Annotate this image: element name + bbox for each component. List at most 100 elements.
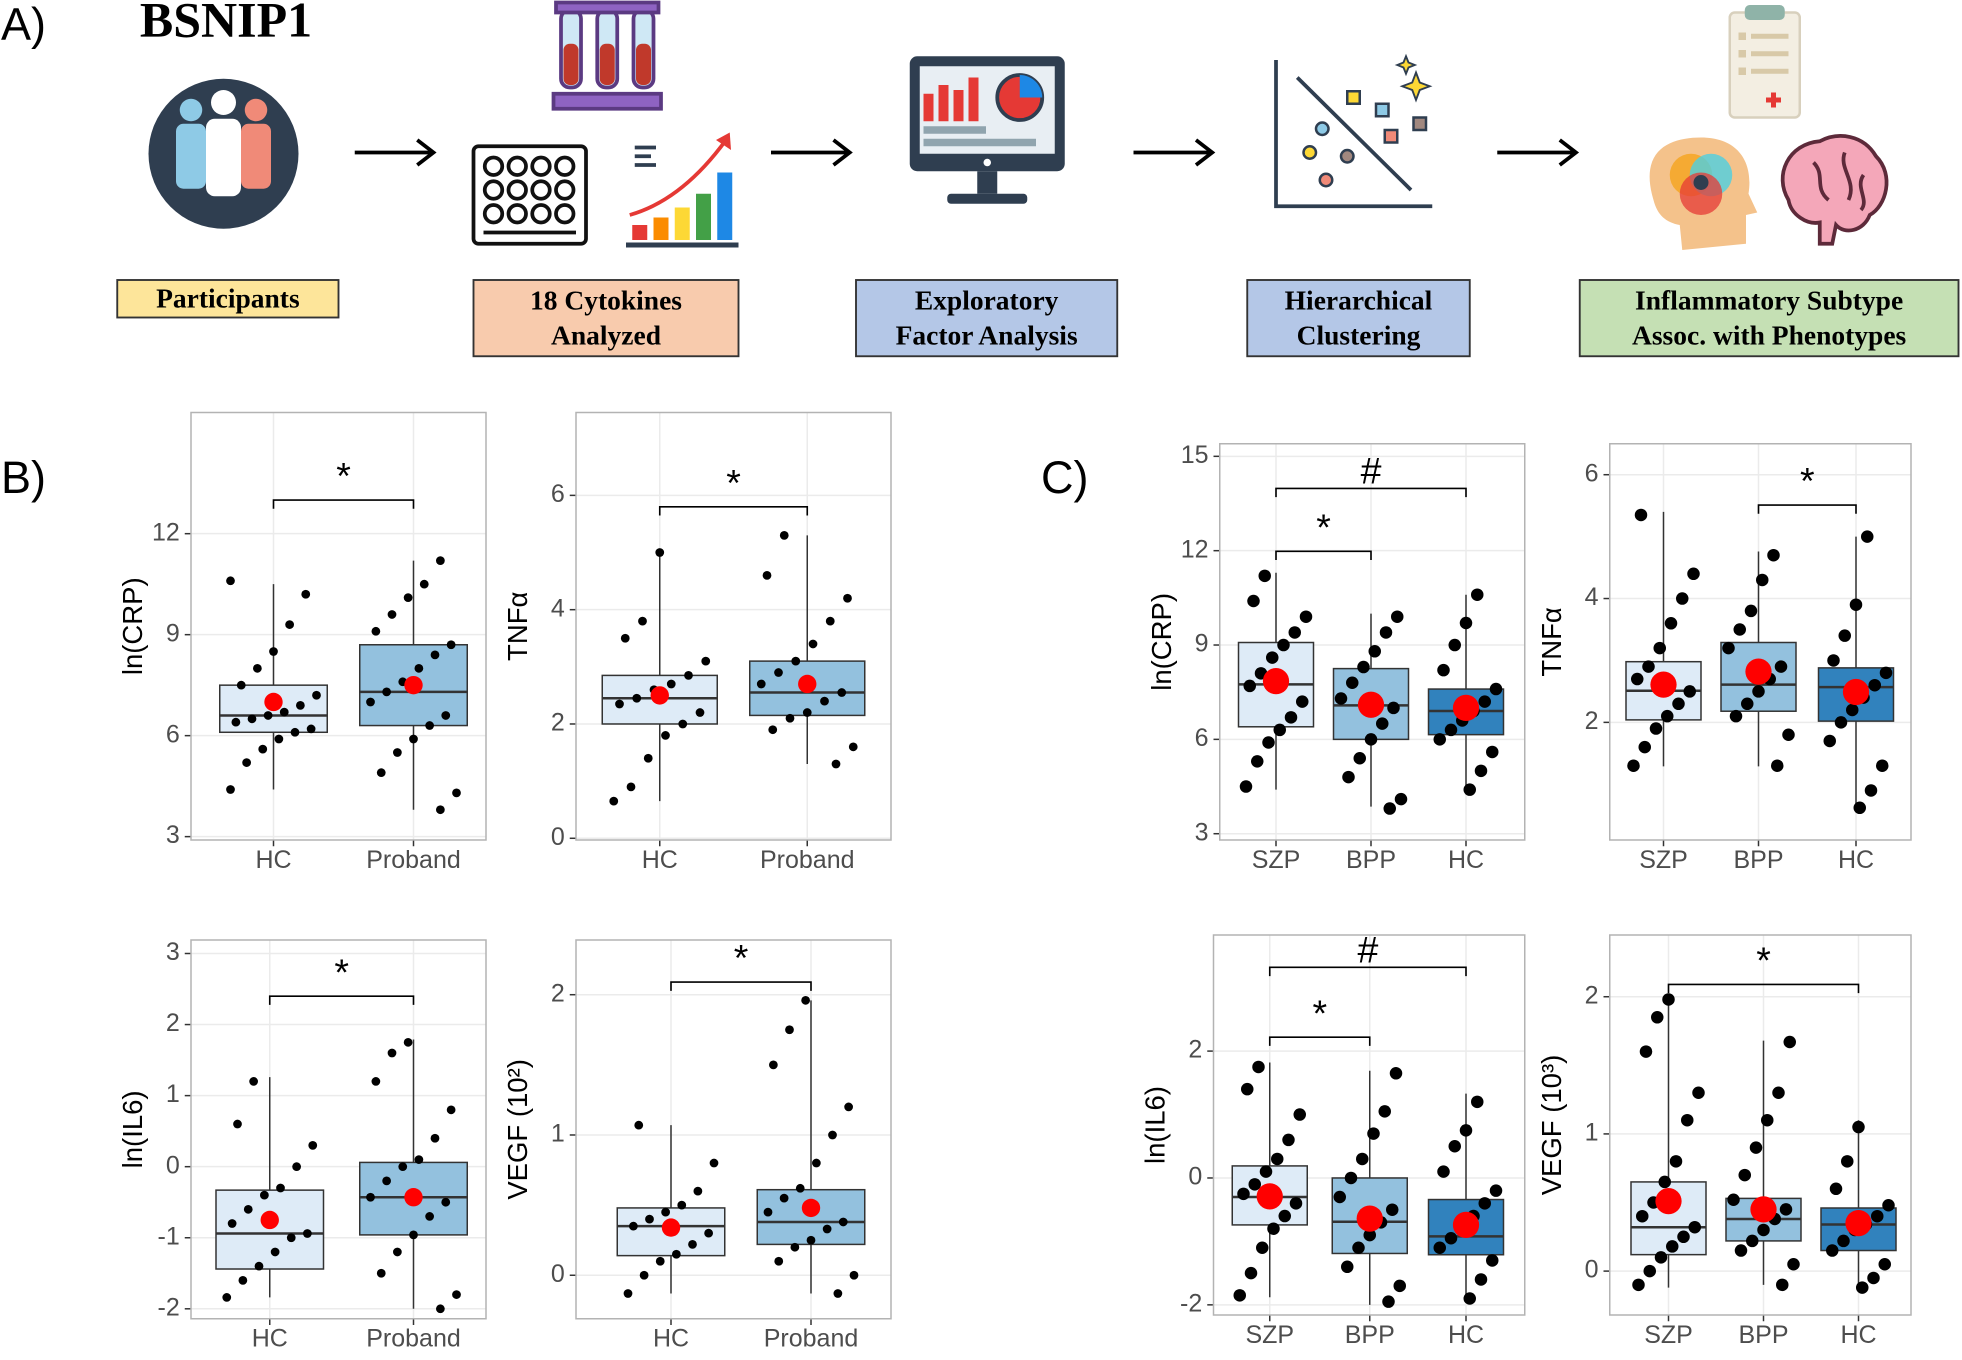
- x-tick-label: HC: [1838, 846, 1874, 874]
- data-point: [1841, 1155, 1854, 1168]
- plate-icon: [471, 144, 588, 246]
- data-point: [376, 768, 386, 778]
- data-point: [1642, 660, 1655, 673]
- mean-point: [1452, 694, 1480, 722]
- data-point: [1853, 801, 1866, 815]
- data-point: [1296, 695, 1309, 708]
- box-plot-panel: -2 -1 0 1 2 3 HC Proband ln(IL6) *: [117, 938, 487, 1353]
- mean-point: [650, 686, 669, 705]
- data-point: [238, 1276, 248, 1285]
- scatter-icon: [1274, 53, 1433, 209]
- data-point: [236, 680, 246, 690]
- data-point: [1864, 784, 1878, 797]
- data-point: [243, 1204, 253, 1214]
- y-tick-label: 2: [1585, 707, 1599, 735]
- workflow-title: BSNIP1: [140, 0, 312, 47]
- data-point: [301, 589, 311, 599]
- y-tick-label: -2: [158, 1293, 180, 1321]
- data-point: [382, 1176, 391, 1186]
- data-point: [1669, 1155, 1683, 1168]
- y-tick-label: 2: [1585, 981, 1599, 1009]
- participants-icon: [148, 78, 299, 229]
- data-point: [1838, 629, 1851, 642]
- data-point: [1776, 1278, 1789, 1292]
- data-point: [1262, 736, 1275, 749]
- data-point: [1486, 1254, 1499, 1267]
- mean-point: [661, 1218, 681, 1237]
- data-point: [677, 1200, 687, 1210]
- data-point: [308, 1140, 318, 1150]
- significance-label: *: [726, 461, 741, 503]
- data-point: [672, 1249, 681, 1259]
- data-point: [1463, 783, 1476, 796]
- data-point: [806, 1235, 816, 1245]
- x-tick-label: Proband: [760, 846, 855, 874]
- step-label: Participants: [156, 283, 300, 314]
- significance-label: *: [334, 951, 349, 993]
- data-point: [376, 1268, 386, 1278]
- data-point: [1367, 1127, 1380, 1140]
- box-plot-panel: 3 6 9 12 15 SZP BPP HC ln(CRP) # *: [1146, 441, 1526, 874]
- box-plot-panel: 2 4 6 SZP BPP HC TNFα *: [1536, 443, 1912, 874]
- significance-bracket: [1268, 1036, 1371, 1046]
- data-point: [1252, 1060, 1265, 1074]
- y-tick-label: 0: [551, 1260, 565, 1288]
- data-point: [436, 805, 445, 815]
- data-point: [1386, 1203, 1399, 1216]
- y-axis-label: TNFα: [1536, 607, 1567, 676]
- data-point: [1687, 567, 1700, 581]
- data-point: [1849, 598, 1863, 611]
- mean-point: [1650, 671, 1677, 698]
- mean-point: [1845, 1209, 1872, 1237]
- data-point: [620, 633, 630, 643]
- data-point: [425, 721, 434, 730]
- data-point: [1681, 1113, 1694, 1127]
- significance-bracket: [658, 505, 809, 516]
- data-point: [306, 724, 316, 734]
- data-point: [393, 748, 402, 757]
- data-point: [414, 663, 424, 673]
- mean-point: [404, 675, 423, 695]
- significance-bracket: [1275, 487, 1467, 498]
- plot-border: [575, 411, 892, 841]
- x-tick-label: Proband: [764, 1325, 859, 1353]
- data-point: [430, 650, 440, 660]
- data-point: [693, 1186, 703, 1196]
- data-point: [226, 576, 235, 586]
- data-point: [1289, 1197, 1303, 1210]
- data-point: [258, 744, 268, 754]
- data-point: [1448, 1140, 1461, 1153]
- y-tick-label: 12: [1181, 535, 1209, 563]
- y-tick-label: 0: [166, 1151, 180, 1179]
- data-point: [615, 699, 624, 709]
- data-point: [1779, 1203, 1793, 1216]
- y-axis-label: ln(IL6): [117, 1090, 148, 1168]
- x-tick-label: BPP: [1345, 1321, 1395, 1349]
- data-point: [623, 1289, 633, 1298]
- data-point: [1738, 1168, 1751, 1182]
- data-point: [1852, 1120, 1865, 1134]
- data-point: [1757, 1223, 1770, 1237]
- significance-bracket: [1268, 966, 1467, 977]
- data-point: [1376, 717, 1389, 730]
- data-point: [1389, 1067, 1403, 1080]
- data-point: [1771, 759, 1784, 772]
- step-box: [116, 279, 340, 319]
- data-point: [1486, 745, 1499, 759]
- y-tick-label: 1: [551, 1120, 565, 1148]
- data-point: [441, 711, 451, 720]
- y-tick-label: 3: [166, 938, 180, 966]
- data-point: [1393, 1279, 1406, 1293]
- data-point: [678, 719, 688, 729]
- x-tick-label: SZP: [1639, 846, 1688, 874]
- y-tick-label: 1: [166, 1080, 180, 1108]
- data-point: [822, 1224, 832, 1234]
- data-point: [1631, 672, 1644, 686]
- y-tick-label: 6: [551, 480, 565, 508]
- data-point: [1741, 697, 1754, 711]
- data-point: [768, 725, 778, 735]
- data-point: [645, 1214, 654, 1224]
- x-tick-label: Proband: [366, 846, 461, 874]
- data-point: [387, 1048, 397, 1058]
- plot-border: [1212, 934, 1526, 1316]
